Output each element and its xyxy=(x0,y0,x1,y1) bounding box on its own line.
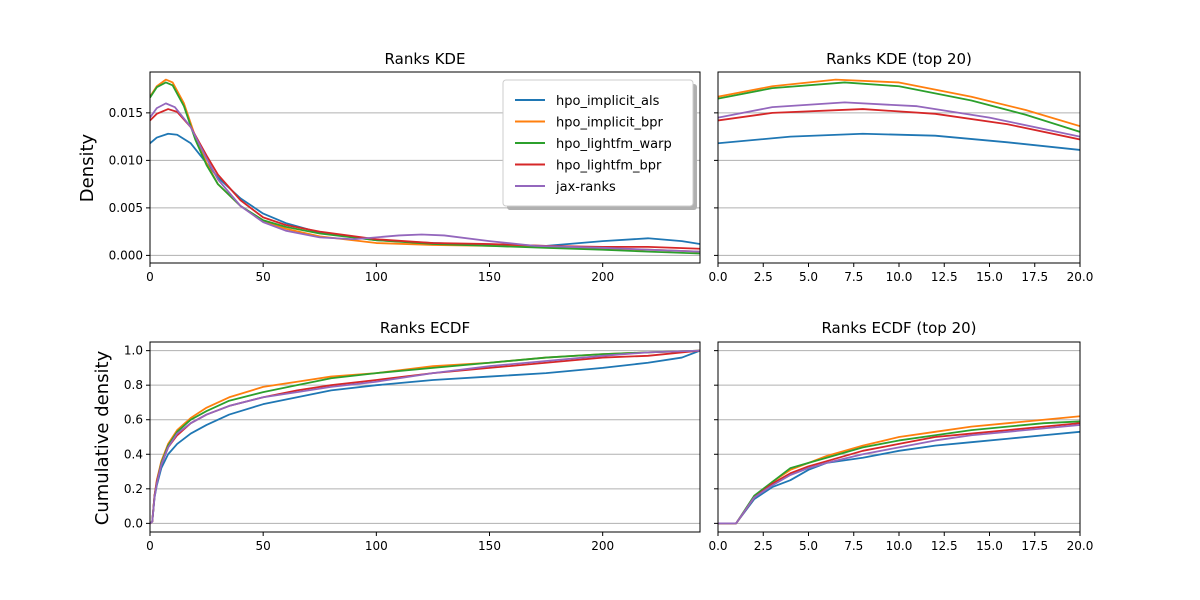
title-ecdf: Ranks ECDF xyxy=(380,319,470,337)
x-tick-label: 0.0 xyxy=(708,270,727,284)
legend-label-jax-ranks: jax-ranks xyxy=(555,180,616,195)
series-line-hpo_lightfm_bpr xyxy=(718,108,1080,141)
x-tick-label: 5.0 xyxy=(799,539,818,553)
series-line-hpo_implicit_bpr xyxy=(718,78,1080,128)
x-tick-label: 150 xyxy=(478,539,501,553)
x-tick-label: 15.0 xyxy=(976,539,1003,553)
x-tick-label: 2.5 xyxy=(754,539,773,553)
x-tick-label: 50 xyxy=(256,539,271,553)
ecdf-top20-panel: 0.0 2.5 5.0 7.5 10.0 12.5 15.0 17.5 20.0 xyxy=(708,341,1094,553)
y-tick-label: 1.0 xyxy=(124,344,143,358)
series-line-hpo_lightfm_warp xyxy=(718,420,1080,525)
series-line-hpo_implicit_als xyxy=(718,430,1080,525)
x-tick-label: 7.5 xyxy=(844,270,863,284)
x-tick-label: 12.5 xyxy=(931,270,958,284)
x-tick-label: 0 xyxy=(146,539,154,553)
x-tick-label: 100 xyxy=(365,270,388,284)
series-line-hpo_lightfm_warp xyxy=(718,81,1080,133)
axes-frame xyxy=(149,71,701,264)
title-kde-top: Ranks KDE (top 20) xyxy=(826,50,972,68)
x-tick-label: 20.0 xyxy=(1067,270,1094,284)
legend-label-hpo_implicit_bpr: hpo_implicit_bpr xyxy=(556,116,664,131)
series-line-jax-ranks xyxy=(718,424,1080,525)
x-tick-label: 0.0 xyxy=(708,539,727,553)
ecdf-panel: 0 50 100 150 200 0.0 0.2 0.4 0.6 0.8 1.0 xyxy=(124,341,701,553)
legend-label-hpo_implicit_als: hpo_implicit_als xyxy=(556,94,660,109)
axes-frame xyxy=(149,341,701,533)
y-tick-label: 0.005 xyxy=(109,201,143,215)
x-tick-label: 12.5 xyxy=(931,539,958,553)
x-tick-label: 200 xyxy=(591,270,614,284)
y-tick-label: 0.000 xyxy=(109,248,143,262)
x-tick-label: 0 xyxy=(146,270,154,284)
x-tick-label: 5.0 xyxy=(799,270,818,284)
legend: hpo_implicit_als hpo_implicit_bpr hpo_ligh… xyxy=(502,79,697,210)
legend-label-hpo_lightfm_bpr: hpo_lightfm_bpr xyxy=(556,159,662,174)
x-tick-label: 20.0 xyxy=(1067,539,1094,553)
legend-label-hpo_lightfm_warp: hpo_lightfm_warp xyxy=(556,137,672,152)
y-label-density: Density xyxy=(77,133,98,202)
x-tick-label: 7.5 xyxy=(844,539,863,553)
title-ecdf-top: Ranks ECDF (top 20) xyxy=(821,319,976,337)
x-tick-label: 15.0 xyxy=(976,270,1003,284)
x-tick-label: 50 xyxy=(256,270,271,284)
y-tick-label: 0.2 xyxy=(124,482,143,496)
y-tick-label: 0.8 xyxy=(124,378,143,392)
series-line-jax-ranks xyxy=(150,102,700,253)
x-tick-label: 10.0 xyxy=(886,270,913,284)
series-line-hpo_lightfm_warp xyxy=(150,81,700,255)
series-line-hpo_implicit_als xyxy=(150,132,700,247)
series-line-hpo_implicit_als xyxy=(718,132,1080,151)
kde-top20-panel: 0.0 2.5 5.0 7.5 10.0 12.5 15.0 17.5 20.0 xyxy=(708,71,1094,284)
series-line-jax-ranks xyxy=(150,349,700,525)
y-tick-label: 0.6 xyxy=(124,413,143,427)
y-label-cumulative: Cumulative density xyxy=(92,350,113,525)
x-tick-label: 10.0 xyxy=(886,539,913,553)
kde-panel: 0 50 100 150 200 0.000 0.005 0.010 0.015 xyxy=(109,71,701,284)
legend-box xyxy=(502,79,694,207)
x-tick-label: 100 xyxy=(365,539,388,553)
y-tick-label: 0.4 xyxy=(124,447,143,461)
y-tick-label: 0.010 xyxy=(109,153,143,167)
x-tick-label: 2.5 xyxy=(754,270,773,284)
series-line-jax-ranks xyxy=(718,101,1080,138)
x-tick-label: 150 xyxy=(478,270,501,284)
title-kde: Ranks KDE xyxy=(385,50,466,68)
y-tick-label: 0.015 xyxy=(109,106,143,120)
y-tick-label: 0.0 xyxy=(124,516,143,530)
x-tick-label: 17.5 xyxy=(1021,539,1048,553)
x-tick-label: 17.5 xyxy=(1021,270,1048,284)
x-tick-label: 200 xyxy=(591,539,614,553)
